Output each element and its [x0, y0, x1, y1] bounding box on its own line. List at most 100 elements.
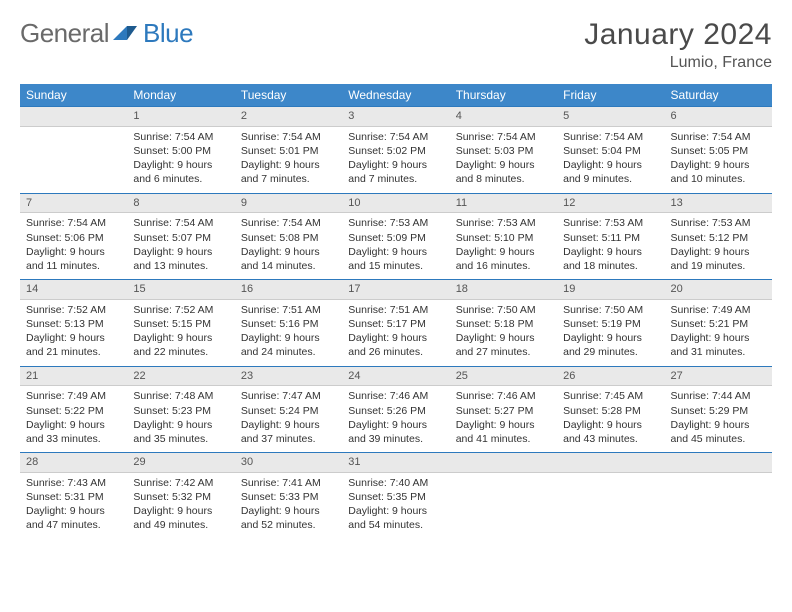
sunset-line: Sunset: 5:24 PM — [241, 404, 336, 418]
day-number-empty — [20, 106, 127, 127]
day-number: 10 — [342, 193, 449, 214]
day-number: 23 — [235, 366, 342, 387]
sunset-line: Sunset: 5:05 PM — [671, 144, 766, 158]
sunset-line: Sunset: 5:09 PM — [348, 231, 443, 245]
day-number: 5 — [557, 106, 664, 127]
day-number: 2 — [235, 106, 342, 127]
sunrise-line: Sunrise: 7:53 AM — [563, 216, 658, 230]
sunrise-line: Sunrise: 7:54 AM — [133, 216, 228, 230]
sunrise-line: Sunrise: 7:53 AM — [348, 216, 443, 230]
day-info: Sunrise: 7:54 AMSunset: 5:08 PMDaylight:… — [235, 213, 342, 279]
sunset-line: Sunset: 5:19 PM — [563, 317, 658, 331]
daylight-line: Daylight: 9 hours and 33 minutes. — [26, 418, 121, 446]
day-number: 3 — [342, 106, 449, 127]
sunset-line: Sunset: 5:04 PM — [563, 144, 658, 158]
calendar-cell: 6Sunrise: 7:54 AMSunset: 5:05 PMDaylight… — [665, 106, 772, 193]
sunrise-line: Sunrise: 7:46 AM — [456, 389, 551, 403]
sunrise-line: Sunrise: 7:54 AM — [456, 130, 551, 144]
sunset-line: Sunset: 5:13 PM — [26, 317, 121, 331]
calendar-cell: 19Sunrise: 7:50 AMSunset: 5:19 PMDayligh… — [557, 279, 664, 366]
day-info: Sunrise: 7:54 AMSunset: 5:07 PMDaylight:… — [127, 213, 234, 279]
sunrise-line: Sunrise: 7:43 AM — [26, 476, 121, 490]
sunset-line: Sunset: 5:17 PM — [348, 317, 443, 331]
daylight-line: Daylight: 9 hours and 37 minutes. — [241, 418, 336, 446]
day-number: 9 — [235, 193, 342, 214]
sunset-line: Sunset: 5:03 PM — [456, 144, 551, 158]
calendar-cell: 28Sunrise: 7:43 AMSunset: 5:31 PMDayligh… — [20, 452, 127, 539]
day-info: Sunrise: 7:49 AMSunset: 5:22 PMDaylight:… — [20, 386, 127, 452]
sunrise-line: Sunrise: 7:45 AM — [563, 389, 658, 403]
logo: General Blue — [20, 18, 193, 49]
calendar-cell: 5Sunrise: 7:54 AMSunset: 5:04 PMDaylight… — [557, 106, 664, 193]
sunrise-line: Sunrise: 7:54 AM — [26, 216, 121, 230]
day-info: Sunrise: 7:50 AMSunset: 5:19 PMDaylight:… — [557, 300, 664, 366]
day-info: Sunrise: 7:50 AMSunset: 5:18 PMDaylight:… — [450, 300, 557, 366]
calendar-cell: 12Sunrise: 7:53 AMSunset: 5:11 PMDayligh… — [557, 193, 664, 280]
calendar-cell: 14Sunrise: 7:52 AMSunset: 5:13 PMDayligh… — [20, 279, 127, 366]
day-info: Sunrise: 7:53 AMSunset: 5:09 PMDaylight:… — [342, 213, 449, 279]
sunrise-line: Sunrise: 7:54 AM — [241, 216, 336, 230]
calendar-body: 1Sunrise: 7:54 AMSunset: 5:00 PMDaylight… — [20, 106, 772, 539]
sunset-line: Sunset: 5:07 PM — [133, 231, 228, 245]
daylight-line: Daylight: 9 hours and 22 minutes. — [133, 331, 228, 359]
calendar-cell: 10Sunrise: 7:53 AMSunset: 5:09 PMDayligh… — [342, 193, 449, 280]
logo-word-blue: Blue — [143, 18, 193, 49]
day-info: Sunrise: 7:51 AMSunset: 5:17 PMDaylight:… — [342, 300, 449, 366]
sunrise-line: Sunrise: 7:54 AM — [563, 130, 658, 144]
day-info: Sunrise: 7:54 AMSunset: 5:05 PMDaylight:… — [665, 127, 772, 193]
calendar-cell — [557, 452, 664, 539]
calendar-cell: 8Sunrise: 7:54 AMSunset: 5:07 PMDaylight… — [127, 193, 234, 280]
day-number-empty — [665, 452, 772, 473]
sunrise-line: Sunrise: 7:52 AM — [133, 303, 228, 317]
calendar-row: 14Sunrise: 7:52 AMSunset: 5:13 PMDayligh… — [20, 279, 772, 366]
day-number: 31 — [342, 452, 449, 473]
day-info: Sunrise: 7:43 AMSunset: 5:31 PMDaylight:… — [20, 473, 127, 539]
sunset-line: Sunset: 5:16 PM — [241, 317, 336, 331]
logo-triangle-icon — [113, 18, 139, 49]
calendar-cell: 31Sunrise: 7:40 AMSunset: 5:35 PMDayligh… — [342, 452, 449, 539]
day-info: Sunrise: 7:42 AMSunset: 5:32 PMDaylight:… — [127, 473, 234, 539]
calendar-cell: 1Sunrise: 7:54 AMSunset: 5:00 PMDaylight… — [127, 106, 234, 193]
day-number: 7 — [20, 193, 127, 214]
daylight-line: Daylight: 9 hours and 14 minutes. — [241, 245, 336, 273]
day-info: Sunrise: 7:54 AMSunset: 5:00 PMDaylight:… — [127, 127, 234, 193]
sunrise-line: Sunrise: 7:54 AM — [348, 130, 443, 144]
daylight-line: Daylight: 9 hours and 21 minutes. — [26, 331, 121, 359]
calendar-cell: 23Sunrise: 7:47 AMSunset: 5:24 PMDayligh… — [235, 366, 342, 453]
sunset-line: Sunset: 5:28 PM — [563, 404, 658, 418]
daylight-line: Daylight: 9 hours and 15 minutes. — [348, 245, 443, 273]
daylight-line: Daylight: 9 hours and 31 minutes. — [671, 331, 766, 359]
daylight-line: Daylight: 9 hours and 54 minutes. — [348, 504, 443, 532]
sunset-line: Sunset: 5:01 PM — [241, 144, 336, 158]
day-info: Sunrise: 7:53 AMSunset: 5:11 PMDaylight:… — [557, 213, 664, 279]
day-number: 30 — [235, 452, 342, 473]
calendar-cell: 13Sunrise: 7:53 AMSunset: 5:12 PMDayligh… — [665, 193, 772, 280]
calendar-cell: 27Sunrise: 7:44 AMSunset: 5:29 PMDayligh… — [665, 366, 772, 453]
calendar-cell — [20, 106, 127, 193]
daylight-line: Daylight: 9 hours and 52 minutes. — [241, 504, 336, 532]
day-info: Sunrise: 7:54 AMSunset: 5:01 PMDaylight:… — [235, 127, 342, 193]
sunset-line: Sunset: 5:32 PM — [133, 490, 228, 504]
sunrise-line: Sunrise: 7:53 AM — [671, 216, 766, 230]
day-info: Sunrise: 7:54 AMSunset: 5:03 PMDaylight:… — [450, 127, 557, 193]
day-number: 14 — [20, 279, 127, 300]
daylight-line: Daylight: 9 hours and 49 minutes. — [133, 504, 228, 532]
sunrise-line: Sunrise: 7:46 AM — [348, 389, 443, 403]
day-info: Sunrise: 7:41 AMSunset: 5:33 PMDaylight:… — [235, 473, 342, 539]
sunrise-line: Sunrise: 7:49 AM — [671, 303, 766, 317]
daylight-line: Daylight: 9 hours and 45 minutes. — [671, 418, 766, 446]
weekday-header: Friday — [557, 84, 664, 106]
day-number: 18 — [450, 279, 557, 300]
daylight-line: Daylight: 9 hours and 18 minutes. — [563, 245, 658, 273]
sunrise-line: Sunrise: 7:54 AM — [241, 130, 336, 144]
weekday-header: Monday — [127, 84, 234, 106]
sunset-line: Sunset: 5:11 PM — [563, 231, 658, 245]
calendar-row: 1Sunrise: 7:54 AMSunset: 5:00 PMDaylight… — [20, 106, 772, 193]
sunrise-line: Sunrise: 7:51 AM — [348, 303, 443, 317]
daylight-line: Daylight: 9 hours and 27 minutes. — [456, 331, 551, 359]
day-number: 1 — [127, 106, 234, 127]
sunset-line: Sunset: 5:12 PM — [671, 231, 766, 245]
sunset-line: Sunset: 5:27 PM — [456, 404, 551, 418]
day-number: 20 — [665, 279, 772, 300]
sunset-line: Sunset: 5:29 PM — [671, 404, 766, 418]
